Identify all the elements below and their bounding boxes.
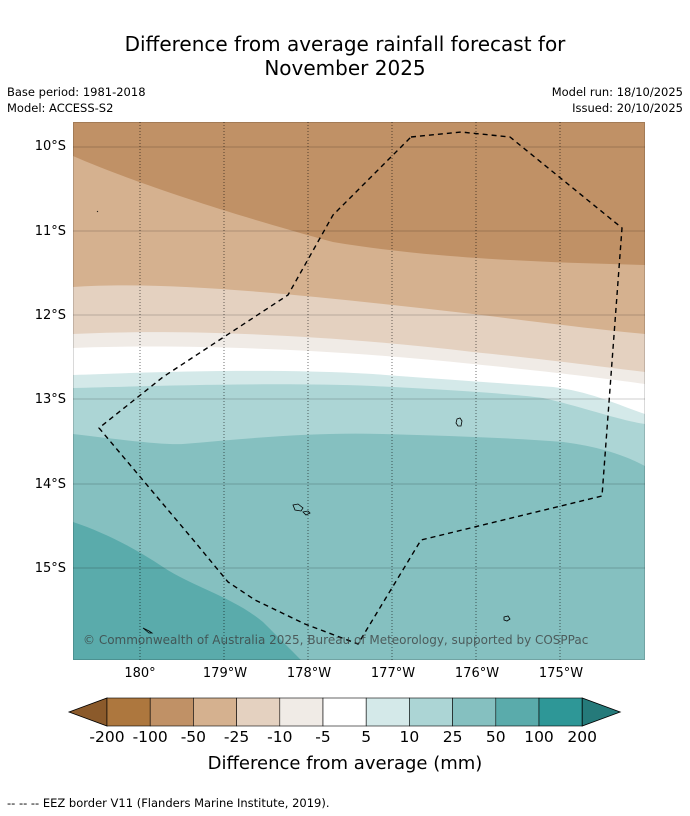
lat-gridlines xyxy=(73,146,645,569)
island-cluster xyxy=(292,503,311,516)
island-small-west xyxy=(96,210,99,213)
colorbar-tick-label: -50 xyxy=(180,728,207,746)
colorbar-segment xyxy=(409,697,453,727)
colorbar-tick-label: -200 xyxy=(89,728,125,746)
colorbar-tick-label: 200 xyxy=(567,728,597,746)
island-southwest xyxy=(142,627,154,634)
lon-label-176w: 176°W xyxy=(454,666,500,681)
colorbar-extend-high xyxy=(581,697,622,727)
colorbar-tick-label: -25 xyxy=(223,728,250,746)
colorbar-title: Difference from average (mm) xyxy=(207,753,483,774)
band-plus-50 xyxy=(73,522,301,660)
rainfall-bands xyxy=(73,122,645,660)
eez-legend-note: -- -- -- EEZ border V11 (Flanders Marine… xyxy=(7,796,330,810)
lat-label-12s: 12°S xyxy=(34,308,66,323)
colorbar-segment xyxy=(538,697,583,727)
colorbar-tick-label: -10 xyxy=(267,728,293,746)
lat-label-10s: 10°S xyxy=(34,139,66,154)
colorbar-segment xyxy=(495,697,540,727)
map-title-line1: Difference from average rainfall forecas… xyxy=(124,32,566,56)
lat-label-14s: 14°S xyxy=(34,477,66,492)
rainfall-map xyxy=(73,122,645,660)
colorbar-tick-label: -5 xyxy=(315,728,331,746)
colorbar-segment xyxy=(279,697,324,727)
colorbar-segment xyxy=(149,697,194,727)
model-run: Model run: 18/10/2025 xyxy=(551,85,683,99)
lat-label-13s: 13°S xyxy=(34,392,66,407)
map-title-line2: November 2025 xyxy=(264,56,426,80)
base-period: Base period: 1981-2018 xyxy=(7,85,146,99)
colorbar-segment xyxy=(322,697,367,727)
colorbar-segment xyxy=(452,697,497,727)
eez-border xyxy=(98,131,623,645)
lon-label-177w: 177°W xyxy=(370,666,416,681)
colorbar-tick-label: 25 xyxy=(442,728,463,746)
colorbar-tick-label: -100 xyxy=(132,728,168,746)
colorbar-segment xyxy=(193,697,237,727)
issued-date: Issued: 20/10/2025 xyxy=(572,101,683,115)
lon-label-175w: 175°W xyxy=(538,666,584,681)
colorbar-tick-label: 5 xyxy=(361,728,372,746)
lon-label-179w: 179°W xyxy=(202,666,248,681)
lon-label-180: 180° xyxy=(124,666,156,681)
lat-label-11s: 11°S xyxy=(34,224,66,239)
lon-label-178w: 178°W xyxy=(286,666,332,681)
island-southeast xyxy=(503,615,511,622)
copyright-notice: © Commonwealth of Australia 2025, Bureau… xyxy=(83,633,589,647)
colorbar xyxy=(67,697,622,727)
colorbar-segment xyxy=(106,697,151,727)
colorbar-segment xyxy=(365,697,410,727)
lat-label-15s: 15°S xyxy=(34,561,66,576)
model-name: Model: ACCESS-S2 xyxy=(7,101,114,115)
islands xyxy=(96,210,511,634)
island-central xyxy=(455,417,463,427)
colorbar-tick-label: 10 xyxy=(399,728,420,746)
colorbar-extend-low xyxy=(67,697,108,727)
colorbar-tick-label: 100 xyxy=(524,728,554,746)
colorbar-segment xyxy=(236,697,281,727)
colorbar-tick-label: 50 xyxy=(485,728,506,746)
